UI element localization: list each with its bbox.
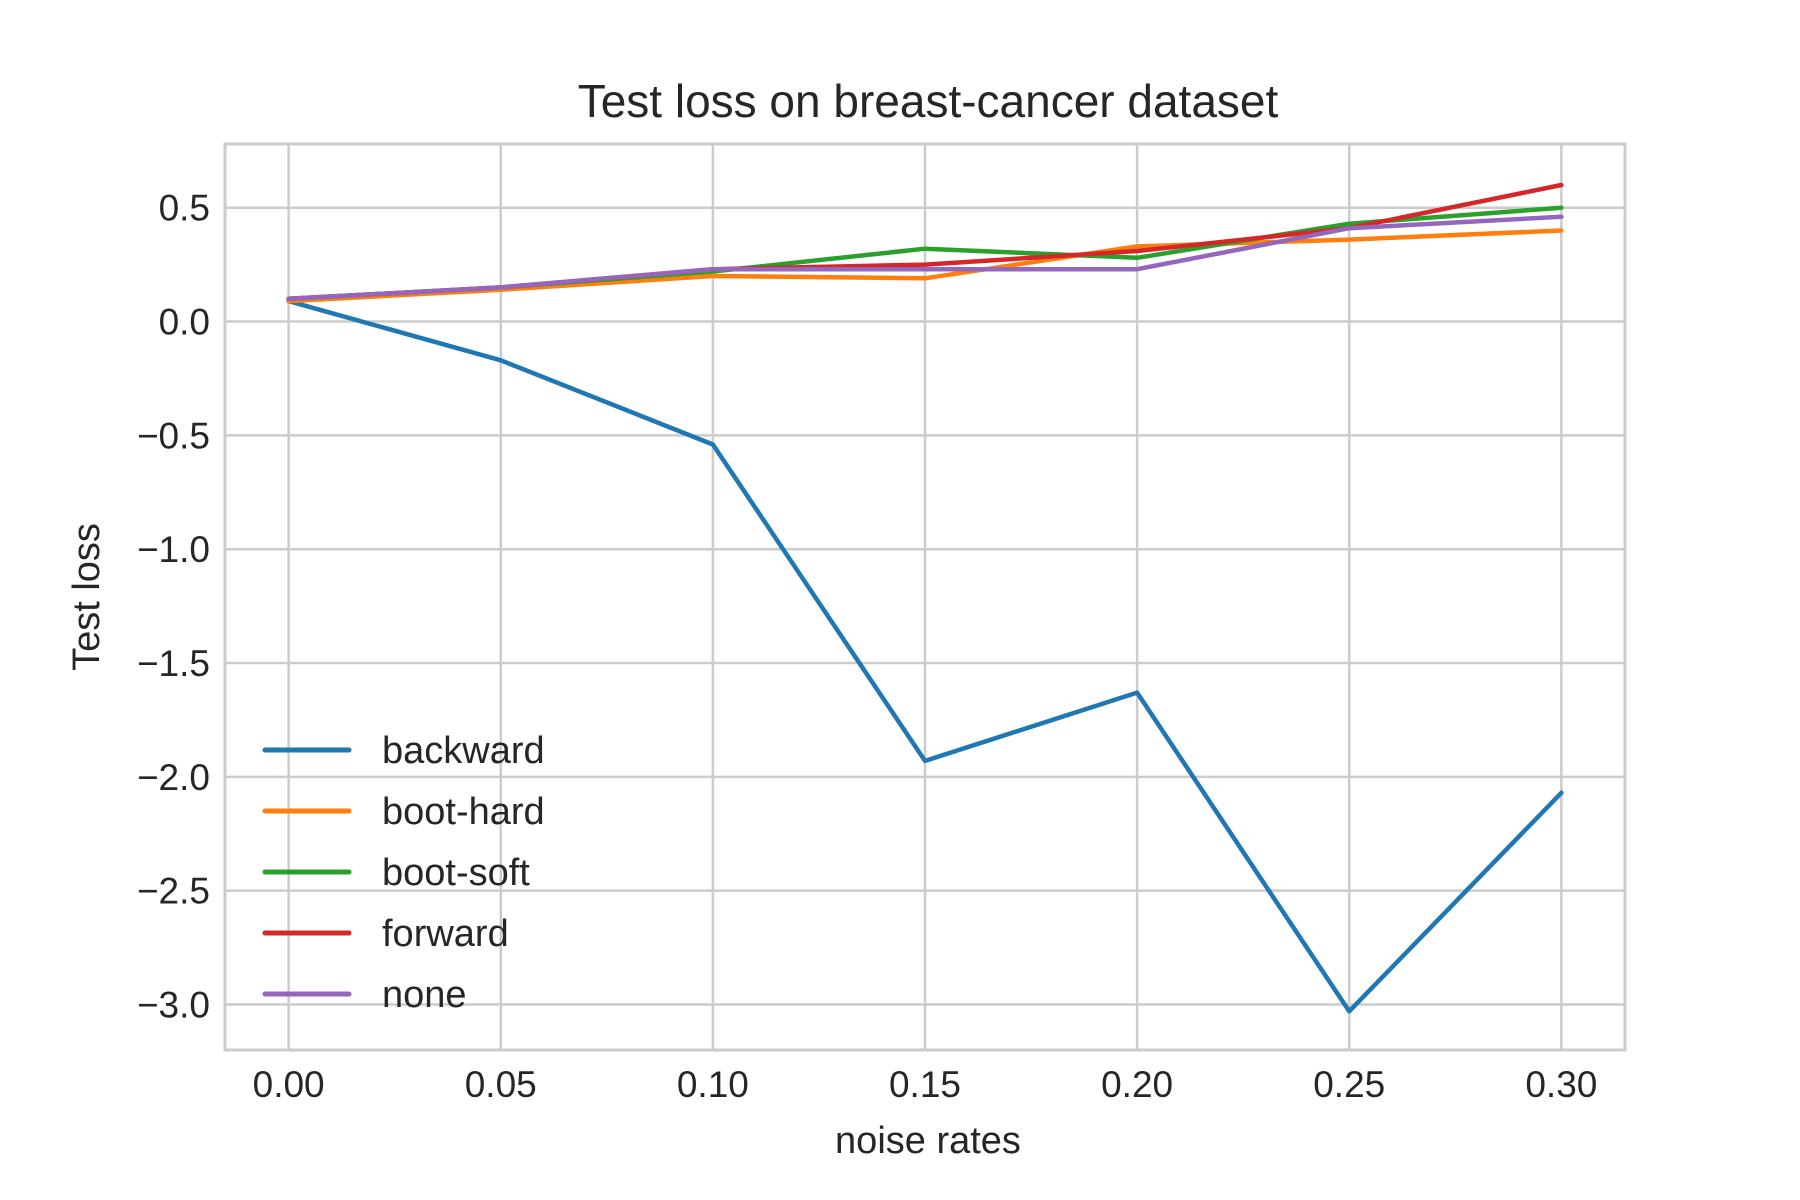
y-tick-label: −1.5 [137, 643, 210, 684]
series-line-boot-hard [286, 228, 1564, 304]
legend: backward boot-hard boot-soft forward none [262, 730, 545, 1016]
x-axis-ticks: 0.00 0.05 0.10 0.15 0.20 0.25 0.30 [253, 1064, 1598, 1105]
x-axis-label: noise rates [835, 1120, 1021, 1162]
legend-item-backward: backward [262, 730, 545, 772]
x-tick-label: 0.15 [889, 1064, 961, 1105]
series-line-backward [286, 298, 1564, 1014]
x-tick-label: 0.25 [1313, 1064, 1385, 1105]
y-tick-label: −1.0 [137, 529, 210, 570]
plot-frame [223, 142, 1627, 1052]
y-tick-label: −3.0 [137, 984, 210, 1025]
y-tick-label: −0.5 [137, 415, 210, 456]
legend-label: backward [382, 730, 545, 772]
y-tick-label: −2.5 [137, 871, 210, 912]
x-tick-label: 0.10 [677, 1064, 749, 1105]
y-tick-label: 0.0 [159, 302, 210, 343]
legend-label: forward [382, 913, 509, 955]
legend-label: boot-soft [382, 852, 530, 894]
y-tick-label: −2.0 [137, 757, 210, 798]
y-axis-ticks: 0.5 0.0 −0.5 −1.0 −1.5 −2.0 −2.5 −3.0 [137, 188, 210, 1026]
series-lines [286, 182, 1564, 1014]
legend-item-none: none [262, 974, 467, 1016]
x-tick-label: 0.30 [1525, 1064, 1597, 1105]
series-line-none [286, 214, 1564, 302]
x-tick-label: 0.00 [253, 1064, 325, 1105]
y-axis-label: Test loss [66, 523, 108, 671]
legend-item-boot-soft: boot-soft [262, 852, 530, 894]
legend-label: none [382, 974, 467, 1016]
legend-item-forward: forward [262, 913, 509, 955]
x-tick-label: 0.20 [1101, 1064, 1173, 1105]
x-tick-label: 0.05 [465, 1064, 537, 1105]
legend-item-boot-hard: boot-hard [262, 791, 545, 833]
grid [225, 144, 1625, 1050]
chart-title: Test loss on breast-cancer dataset [578, 75, 1279, 127]
legend-label: boot-hard [382, 791, 545, 833]
y-tick-label: 0.5 [159, 188, 210, 229]
